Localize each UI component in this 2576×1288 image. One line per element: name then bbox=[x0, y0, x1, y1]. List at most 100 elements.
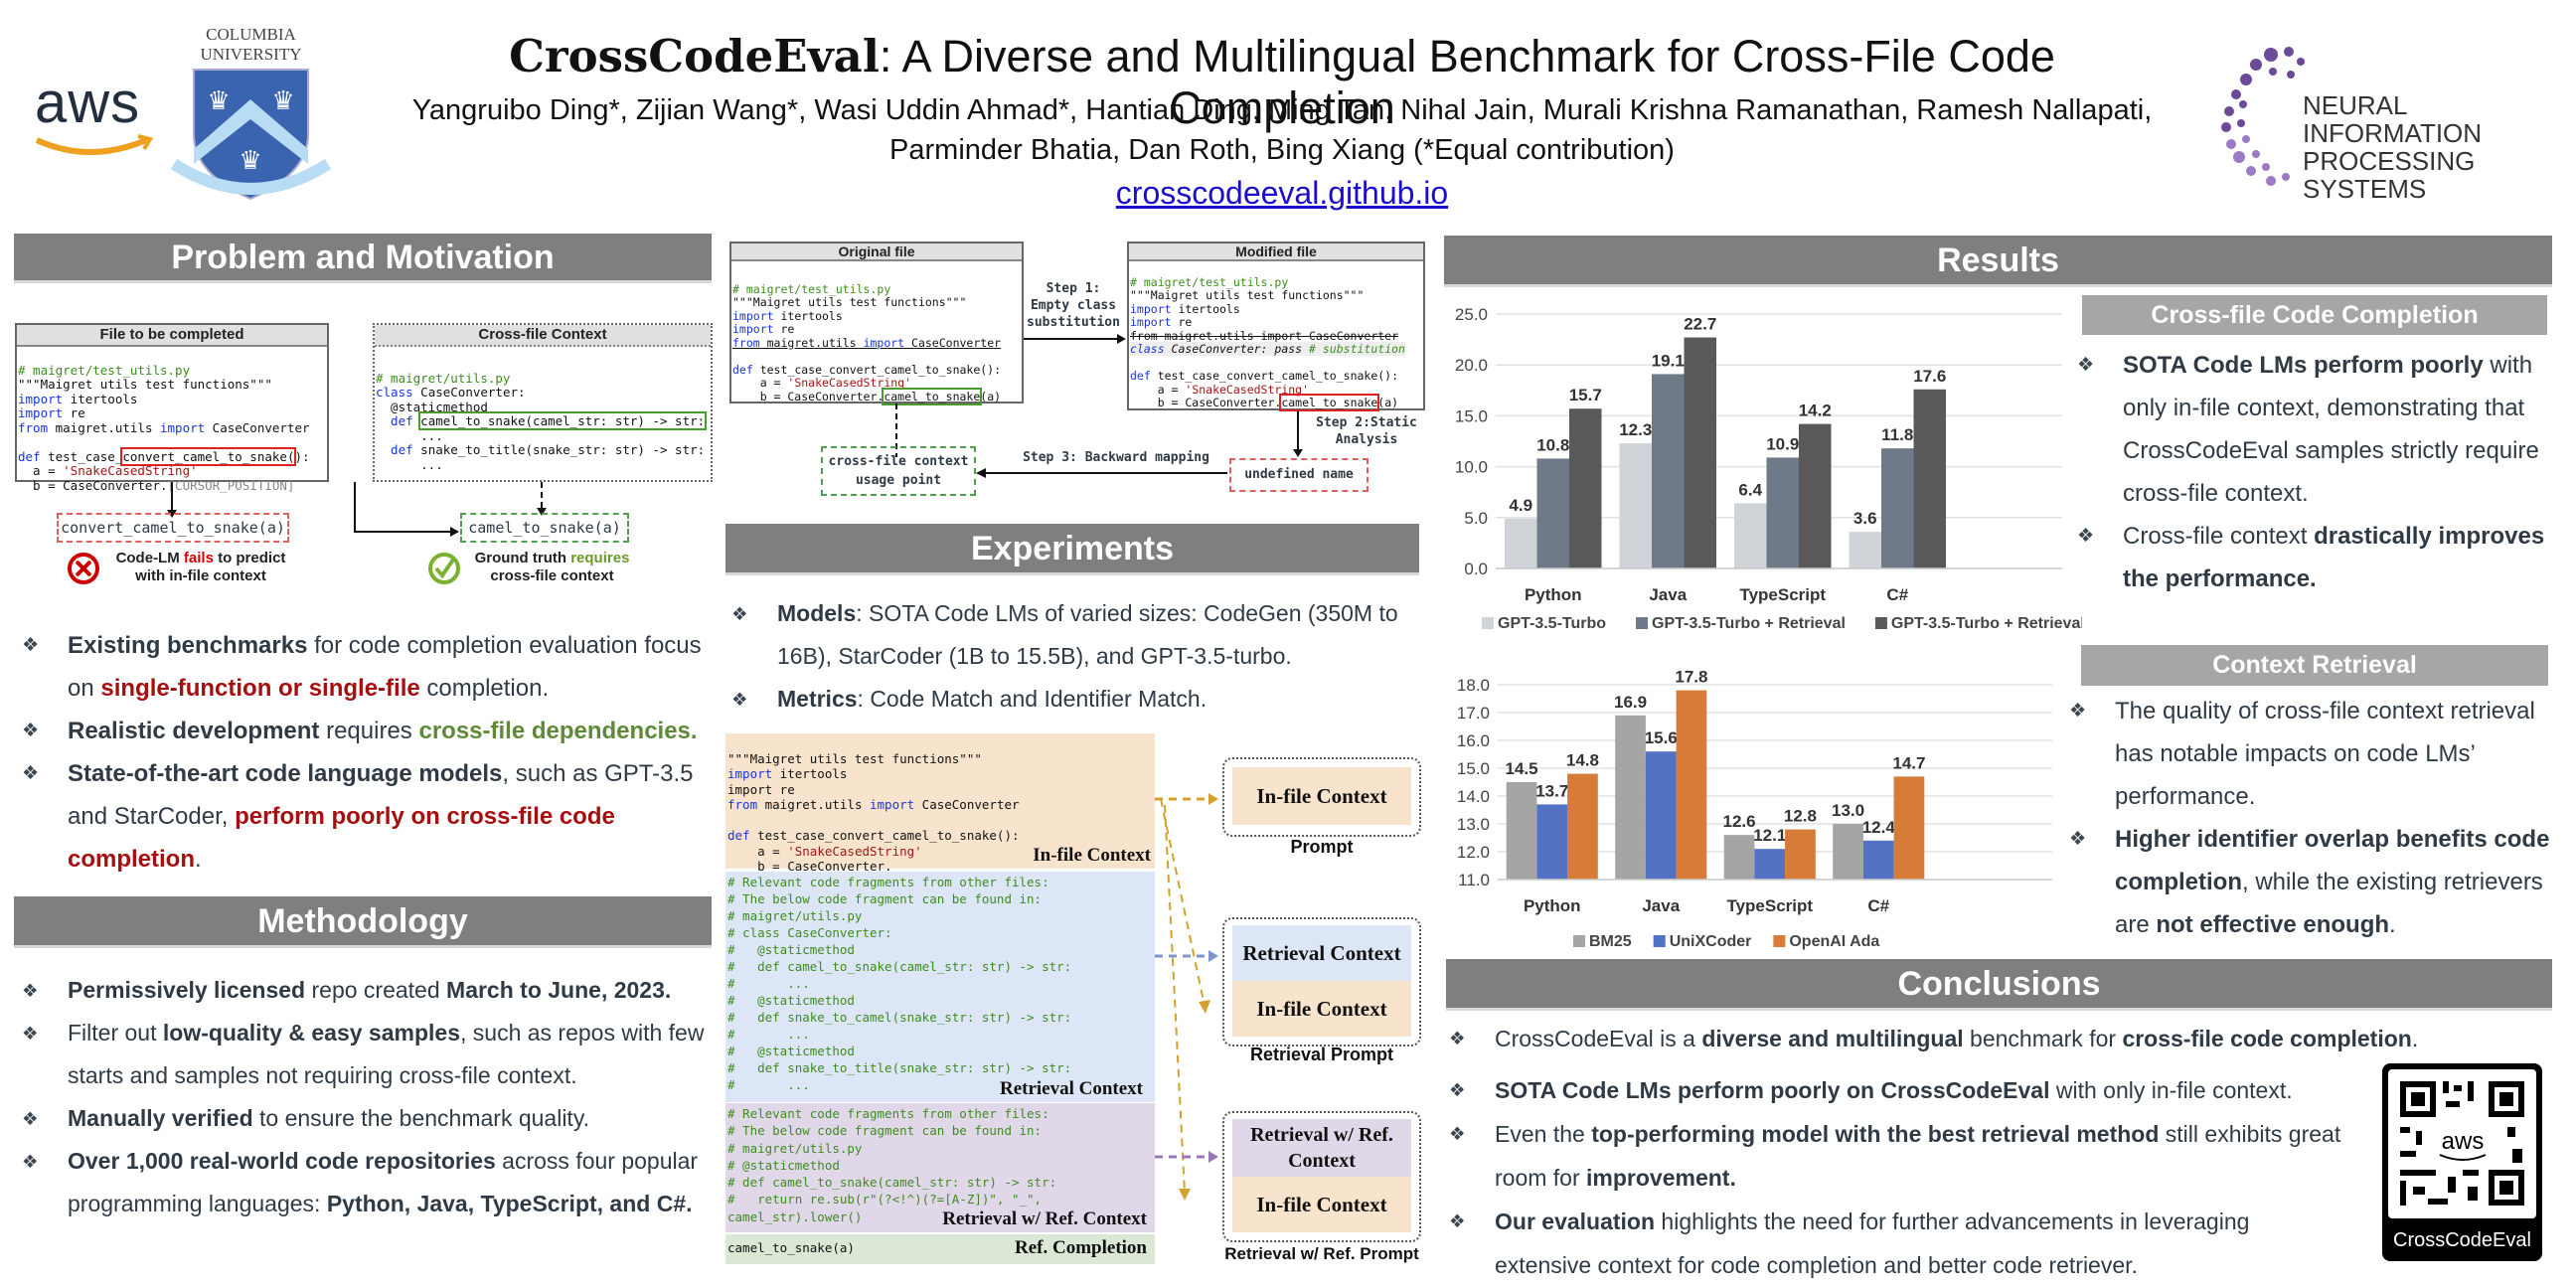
data-label: 16.9 bbox=[1614, 693, 1647, 712]
check-icon bbox=[428, 553, 460, 584]
bar bbox=[1684, 337, 1716, 568]
data-label: 14.5 bbox=[1506, 759, 1538, 778]
code-line: CaseConverter bbox=[205, 419, 310, 435]
y-tick-label: 14.0 bbox=[1457, 787, 1490, 806]
code-keyword: def bbox=[732, 362, 753, 377]
authors-line-2: Parminder Bhatia, Dan Roth, Bing Xiang (… bbox=[889, 134, 1675, 166]
step1-label: Step 1: Empty class substitution bbox=[1027, 281, 1120, 330]
y-tick-label: 15.0 bbox=[1457, 759, 1490, 778]
columbia-shield-icon: ♛ ♛ ♛ bbox=[170, 69, 332, 201]
bar bbox=[1913, 389, 1946, 568]
diamond-bullet-icon: ❖ bbox=[731, 603, 748, 624]
code-line: # maigret/test_utils.py bbox=[732, 281, 891, 296]
code-line: CaseConverter bbox=[904, 335, 1002, 350]
data-label: 13.0 bbox=[1832, 801, 1864, 820]
undefined-highlight: camel_to_snake bbox=[1279, 394, 1380, 411]
aws-smile-icon bbox=[35, 134, 154, 155]
ref-context-label: Retrieval w/ Ref. Context bbox=[942, 1208, 1147, 1229]
ref-completion-code: camel_to_snake(a) bbox=[727, 1240, 855, 1255]
retrieval-prompt-box: Retrieval Context In-file Context bbox=[1222, 917, 1421, 1046]
code-string: 'SnakeCasedString' bbox=[787, 376, 912, 390]
data-label: 3.6 bbox=[1853, 509, 1877, 528]
conclusion-bullet: ❖ CrossCodeEval is a diverse and multilin… bbox=[1449, 1017, 2562, 1060]
code-line: # @staticmethod bbox=[727, 1157, 840, 1173]
completion-chart: 0.0 5.0 10.0 15.0 20.0 25.0 4.9 10.8 15.7 Python 1… bbox=[1455, 305, 2082, 632]
bar bbox=[1849, 532, 1881, 568]
qr-code-card[interactable]: aws CrossCodeEval bbox=[2382, 1063, 2542, 1261]
data-label: 14.8 bbox=[1566, 751, 1599, 770]
code-keyword: import bbox=[160, 419, 206, 435]
ok-label-green: requires bbox=[570, 550, 630, 566]
code-line: a = bbox=[1130, 382, 1186, 397]
code-keyword: import bbox=[1130, 301, 1172, 316]
code-line: # ... bbox=[727, 1027, 810, 1042]
qr-code-icon: aws bbox=[2388, 1069, 2536, 1218]
legend-swatch bbox=[1636, 617, 1649, 629]
experiments-bullet: ❖ Models: SOTA Code LMs of varied sizes: … bbox=[731, 592, 1427, 678]
retrieval-prompt-label: Retrieval Prompt bbox=[1249, 1045, 1394, 1064]
code-keyword: import bbox=[18, 391, 64, 406]
data-label: 12.3 bbox=[1619, 420, 1652, 439]
neurips-logo: NEURAL INFORMATION PROCESSING SYSTEMS bbox=[2211, 40, 2569, 203]
code-keyword: class bbox=[1130, 342, 1165, 356]
qr-label: CrossCodeEval bbox=[2393, 1229, 2531, 1251]
diamond-bullet-icon: ❖ bbox=[1449, 1123, 1466, 1144]
ref-code: # Relevant code fragments from other fil… bbox=[725, 1103, 1155, 1227]
code-line: ... bbox=[376, 456, 443, 472]
y-tick-label: 17.0 bbox=[1457, 704, 1490, 723]
data-label: 4.9 bbox=[1509, 496, 1532, 515]
code-keyword: from bbox=[18, 419, 49, 435]
code-line: (a) bbox=[980, 389, 1002, 403]
code-line: ... bbox=[376, 427, 443, 443]
bar bbox=[1567, 773, 1598, 880]
code-line: re bbox=[773, 322, 795, 336]
modified-file-title: Modified file bbox=[1129, 243, 1423, 261]
results-heading: Results bbox=[1444, 236, 2552, 287]
conclusion-bullet: ❖ SOTA Code LMs perform poorly on CrossCo… bbox=[1449, 1068, 2343, 1112]
code-line: CaseConverter bbox=[914, 797, 1020, 812]
neurips-text-1: NEURAL INFORMATION bbox=[2303, 90, 2483, 148]
ok-note: Ground truth requires cross-file context bbox=[427, 550, 666, 589]
usage-highlight: camel_to_snake bbox=[882, 387, 983, 405]
title-bold: CrossCodeEval bbox=[509, 30, 880, 82]
diamond-bullet-icon: ❖ bbox=[2069, 829, 2087, 850]
code-line: a = bbox=[732, 376, 788, 390]
code-line: import re bbox=[727, 781, 795, 797]
diamond-bullet-icon: ❖ bbox=[1449, 1028, 1466, 1048]
legend-swatch bbox=[1573, 935, 1585, 947]
fail-label-line2: with in-file context bbox=[135, 567, 266, 584]
diamond-bullet-icon: ❖ bbox=[22, 721, 40, 741]
pipeline-arrows bbox=[895, 403, 1303, 478]
code-string: 'SnakeCasedString' bbox=[1185, 382, 1310, 397]
retrieval-bullets: ❖ The quality of cross-file context retri… bbox=[2069, 690, 2566, 946]
svg-text:♛: ♛ bbox=[207, 85, 230, 115]
x-tick-label: Python bbox=[1524, 896, 1581, 915]
code-line: a = bbox=[18, 463, 64, 478]
bar bbox=[1506, 782, 1537, 880]
qr-center-text: aws bbox=[2442, 1128, 2485, 1155]
code-line: # ... bbox=[727, 976, 810, 991]
code-keyword: import bbox=[732, 322, 774, 336]
y-tick-label: 20.0 bbox=[1455, 356, 1488, 375]
project-link[interactable]: crosscodeeval.github.io bbox=[1115, 175, 1449, 211]
bar bbox=[1766, 457, 1799, 568]
conclusions-heading: Conclusions bbox=[1446, 959, 2552, 1011]
completion-bullet: ❖ SOTA Code LMs perform poorly with only … bbox=[2077, 344, 2564, 515]
retrieval-bullet: ❖ Higher identifier overlap benefits code… bbox=[2069, 818, 2566, 946]
retrieval-context-label: Retrieval Context bbox=[999, 1078, 1143, 1099]
code-keyword: import bbox=[18, 405, 64, 420]
cross-file-code: # maigret/utils.py class CaseConverter: … bbox=[375, 347, 711, 474]
code-line: itertools bbox=[773, 308, 843, 323]
wrong-prediction: convert_camel_to_snake(a) bbox=[57, 513, 289, 543]
diamond-bullet-icon: ❖ bbox=[1449, 1210, 1466, 1231]
data-label: 10.9 bbox=[1766, 434, 1799, 453]
step2-label: Step 2:Static Analysis bbox=[1316, 415, 1417, 447]
y-tick-label: 25.0 bbox=[1455, 305, 1488, 324]
modified-file-box: Modified file # maigret/test_utils.py ""… bbox=[1127, 242, 1425, 411]
prompt-label: Prompt bbox=[1290, 837, 1354, 857]
original-file-box: Original file # maigret/test_utils.py ""… bbox=[729, 242, 1024, 405]
bar bbox=[1536, 804, 1568, 880]
experiments-bullet: ❖ Metrics: Code Match and Identifier Matc… bbox=[731, 678, 1427, 721]
bar bbox=[1505, 518, 1537, 568]
y-tick-label: 15.0 bbox=[1455, 406, 1488, 425]
